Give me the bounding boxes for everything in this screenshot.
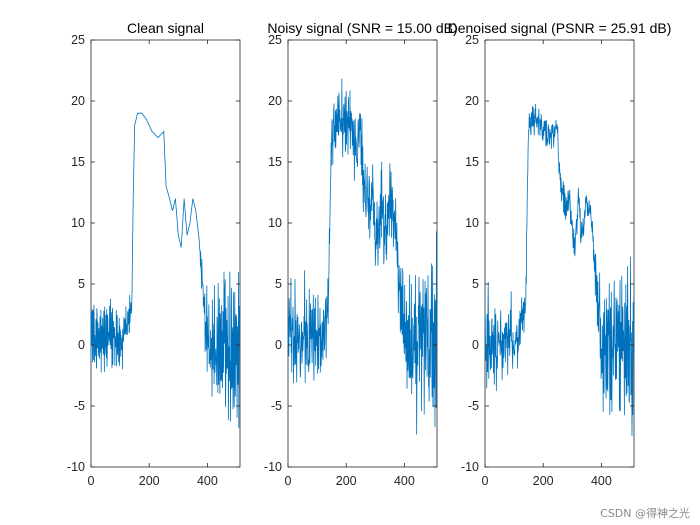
signal-line (90, 112, 241, 428)
y-tick-label: 5 (472, 277, 479, 291)
x-tick-label: 400 (394, 474, 415, 488)
y-tick-label: 20 (71, 94, 85, 108)
x-tick-label: 0 (285, 474, 292, 488)
y-tick-label: 20 (465, 94, 479, 108)
y-tick-label: -5 (271, 399, 282, 413)
y-tick-label: -5 (468, 399, 479, 413)
x-tick-label: 0 (88, 474, 95, 488)
axes-box (287, 39, 438, 468)
y-tick-label: 15 (71, 155, 85, 169)
y-tick-label: 25 (465, 33, 479, 47)
axes-box (484, 39, 635, 468)
signal-line (484, 104, 635, 436)
y-tick-label: 0 (78, 338, 85, 352)
y-tick-label: -10 (67, 460, 85, 474)
x-tick-label: 400 (197, 474, 218, 488)
x-tick-label: 200 (336, 474, 357, 488)
x-tick-label: 200 (139, 474, 160, 488)
panel-title: Noisy signal (SNR = 15.00 dB) (267, 20, 457, 36)
y-tick-label: -5 (74, 399, 85, 413)
x-tick-label: 200 (533, 474, 554, 488)
y-tick-label: -10 (264, 460, 282, 474)
y-tick-label: 15 (465, 155, 479, 169)
y-tick-label: 0 (275, 338, 282, 352)
y-tick-label: 5 (78, 277, 85, 291)
signal-line (287, 78, 438, 435)
axes-box (90, 39, 241, 468)
y-tick-label: 10 (268, 216, 282, 230)
y-tick-label: -10 (461, 460, 479, 474)
y-tick-label: 25 (268, 33, 282, 47)
y-tick-label: 10 (465, 216, 479, 230)
panel-title: Clean signal (127, 20, 204, 36)
y-tick-label: 5 (275, 277, 282, 291)
panel-clean: 0 200 400 -10 -5 0 5 10 15 20 25 Clean signal (67, 20, 241, 488)
x-tick-label: 0 (482, 474, 489, 488)
y-tick-label: 15 (268, 155, 282, 169)
x-tick-label: 400 (591, 474, 612, 488)
y-tick-label: 0 (472, 338, 479, 352)
y-tick-label: 20 (268, 94, 282, 108)
y-tick-label: 25 (71, 33, 85, 47)
panel-title: Denoised signal (PSNR = 25.91 dB) (448, 20, 672, 36)
watermark: CSDN @得神之光 (600, 507, 690, 520)
y-tick-label: 10 (71, 216, 85, 230)
